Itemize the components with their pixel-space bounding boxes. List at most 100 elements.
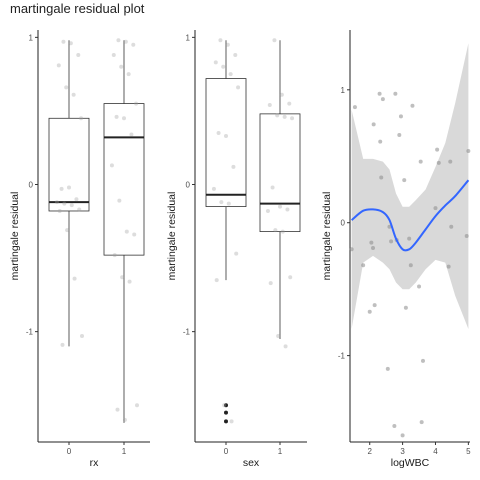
panel3-data-point — [379, 175, 384, 180]
panel1-data-point — [115, 407, 120, 412]
panel3-data-point — [380, 97, 385, 102]
panel1-data-point — [114, 114, 119, 119]
panel3-data-point — [393, 91, 398, 96]
panel1-data-point — [64, 85, 69, 90]
panel2-x-tick-label: 0 — [224, 447, 229, 456]
panel3-data-point — [371, 245, 376, 250]
panel1-data-point — [60, 342, 65, 347]
panel2-data-point — [226, 201, 231, 206]
panel2-data-point — [290, 116, 295, 121]
panel1-x-axis-title: rx — [90, 457, 99, 469]
panel3-data-point — [466, 148, 471, 153]
panel3-x-tick-label: 2 — [367, 447, 372, 456]
panel3-y-tick-label: 0 — [341, 219, 346, 228]
panel1-data-point — [120, 275, 125, 280]
panel3-data-point — [378, 139, 383, 144]
panel1-data-point — [76, 53, 81, 58]
panel3-y-tick-label: -1 — [338, 352, 346, 361]
panel3-x-tick-label: 4 — [433, 447, 438, 456]
panel1-data-point — [112, 253, 117, 258]
panel2-x-tick-label: 1 — [278, 447, 283, 456]
panel3-confidence-band — [351, 43, 469, 330]
panel2-data-point — [275, 113, 280, 118]
panel2-data-point — [280, 229, 285, 234]
panel1-data-point — [80, 334, 84, 339]
panel2-data-point — [288, 275, 293, 280]
panel3-data-point — [372, 303, 377, 308]
panel3-data-point — [377, 91, 382, 96]
panel2-data-point — [214, 278, 219, 283]
panel1-data-point — [65, 228, 70, 233]
panel2-data-point — [234, 251, 239, 256]
panel2-data-point — [219, 200, 224, 205]
panel3-data-point — [408, 263, 413, 268]
panel1-data-point — [135, 403, 139, 408]
panel2-data-point — [270, 185, 275, 190]
panel1-data-point — [131, 42, 136, 47]
panel1-data-point — [62, 201, 67, 206]
panel3-data-point — [367, 309, 372, 314]
panel3-data-point — [389, 239, 394, 244]
panel2-data-point — [276, 334, 281, 339]
panel3-x-tick-label: 3 — [400, 447, 405, 456]
panel2-data-point — [265, 208, 270, 213]
panel1-data-point — [69, 203, 74, 208]
panel3-data-point — [435, 147, 440, 152]
panel1-data-point — [79, 116, 84, 121]
panel1-data-point — [72, 276, 77, 281]
panel2-data-point — [213, 60, 218, 65]
panel3-data-point — [369, 240, 374, 245]
panel3-smooth-line — [350, 179, 470, 252]
figure-title: martingale residual plot — [10, 1, 145, 16]
panel2-data-point — [236, 85, 241, 90]
panel2-data-point — [285, 207, 290, 212]
panel3-data-point — [464, 234, 469, 238]
panel2-data-point — [222, 403, 227, 408]
panel2-data-point — [279, 92, 284, 97]
panel1-data-point — [111, 53, 116, 58]
panel1-y-axis-title: martingale residual — [9, 192, 21, 281]
panel1-y-tick-label: 0 — [29, 181, 34, 190]
panel3-data-point — [387, 224, 392, 229]
panel1-data-point — [61, 39, 66, 44]
panel1-data-point — [71, 92, 76, 97]
panel3-data-point — [448, 159, 453, 164]
panel3-data-point — [385, 366, 390, 371]
panel2-data-point — [273, 228, 278, 233]
panel3-data-point — [400, 433, 405, 438]
panel2-y-axis-title: martingale residual — [166, 192, 178, 281]
panel3-data-point — [397, 132, 402, 137]
panel1-box — [48, 117, 90, 212]
panel3-data-point — [352, 105, 357, 110]
panel3-data-point — [433, 206, 438, 211]
panel2-box — [205, 78, 247, 207]
panel3-y-tick-label: 1 — [341, 86, 346, 95]
panel1-data-point — [124, 229, 129, 234]
panel3-data-point — [371, 122, 376, 127]
panel1-data-point — [67, 185, 71, 190]
panel2-data-point — [225, 42, 230, 47]
panel1-data-point — [122, 417, 127, 422]
panel1-data-point — [126, 72, 131, 77]
panel3-x-tick-label: 5 — [466, 447, 471, 456]
panel3-data-point — [418, 159, 423, 164]
panel1-data-point — [59, 186, 64, 191]
panel1-data-point — [117, 198, 122, 203]
panel2-y-tick-label: 1 — [186, 33, 191, 42]
panel1-box — [103, 103, 145, 256]
panel3-data-point — [398, 114, 403, 119]
panel1-data-point — [57, 208, 62, 213]
panel1-data-point — [127, 279, 132, 284]
panel2-outlier-point — [224, 403, 228, 408]
panel3-data-point — [446, 264, 451, 269]
panel3-data-point — [392, 424, 397, 429]
panel1-data-point — [77, 207, 82, 212]
panel1-data-point — [123, 39, 128, 44]
panel2-data-point — [287, 101, 292, 106]
panel2-data-point — [224, 133, 228, 138]
panel3-x-axis-title: logWBC — [391, 457, 430, 469]
panel1-data-point — [132, 232, 137, 237]
panel2-data-point — [211, 186, 216, 191]
panel2-data-point — [228, 72, 233, 77]
